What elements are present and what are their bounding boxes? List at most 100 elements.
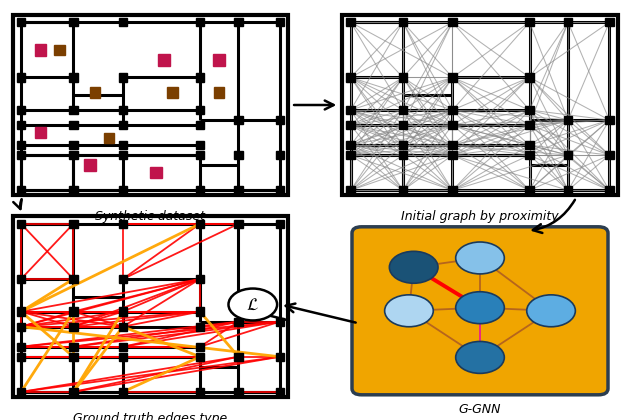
Bar — [17, 343, 25, 351]
Bar — [449, 186, 457, 194]
Bar — [449, 73, 457, 81]
Bar — [564, 186, 572, 194]
Bar — [69, 106, 77, 114]
Bar — [119, 121, 127, 129]
Bar — [35, 44, 46, 55]
Bar — [276, 353, 284, 361]
Bar — [196, 141, 204, 149]
Bar — [69, 186, 77, 194]
Bar — [17, 275, 25, 283]
Bar — [234, 116, 243, 124]
Bar — [342, 15, 618, 195]
Circle shape — [456, 242, 504, 274]
Bar — [69, 275, 77, 283]
Bar — [119, 220, 127, 228]
Bar — [17, 323, 25, 331]
Bar — [234, 18, 243, 26]
Bar — [196, 186, 204, 194]
Bar — [119, 275, 127, 283]
Bar — [346, 18, 355, 26]
Bar — [119, 151, 127, 159]
Bar — [525, 186, 534, 194]
Bar — [69, 141, 77, 149]
Bar — [17, 186, 25, 194]
Bar — [196, 18, 204, 26]
Bar — [234, 388, 243, 396]
Bar — [605, 151, 614, 159]
Circle shape — [527, 295, 575, 327]
Bar — [605, 116, 614, 124]
Bar — [399, 141, 407, 149]
Bar — [17, 388, 25, 396]
Bar — [525, 73, 534, 81]
Bar — [399, 73, 407, 81]
Bar — [399, 106, 407, 114]
Bar — [346, 73, 355, 81]
Bar — [17, 121, 25, 129]
Bar — [276, 186, 284, 194]
Bar — [69, 73, 77, 81]
Bar — [196, 121, 204, 129]
Bar — [399, 151, 407, 159]
Bar — [69, 18, 77, 26]
Bar — [119, 343, 127, 351]
Text: $\mathcal{L}$: $\mathcal{L}$ — [246, 296, 259, 313]
Bar — [69, 343, 77, 351]
Circle shape — [456, 292, 504, 324]
Bar — [525, 141, 534, 149]
Bar — [196, 106, 204, 114]
Bar — [399, 18, 407, 26]
Bar — [17, 307, 25, 316]
Bar — [449, 151, 457, 159]
Bar — [234, 353, 243, 361]
Bar — [276, 18, 284, 26]
Bar — [196, 353, 204, 361]
Bar — [196, 388, 204, 396]
Bar — [196, 220, 204, 228]
FancyBboxPatch shape — [352, 227, 608, 395]
Bar — [17, 18, 25, 26]
Bar — [17, 220, 25, 228]
Bar — [119, 18, 127, 26]
Bar — [119, 388, 127, 396]
Bar — [17, 73, 25, 81]
Bar — [17, 141, 25, 149]
Circle shape — [385, 295, 433, 327]
Bar — [54, 45, 65, 55]
Text: G-GNN: G-GNN — [459, 403, 501, 416]
Bar — [69, 307, 77, 316]
Bar — [159, 54, 170, 66]
Bar — [346, 186, 355, 194]
Bar — [276, 220, 284, 228]
Bar — [119, 73, 127, 81]
Bar — [13, 15, 288, 195]
Text: Initial graph by proximity: Initial graph by proximity — [401, 210, 559, 223]
Bar — [346, 151, 355, 159]
Bar — [13, 216, 288, 397]
Bar — [234, 220, 243, 228]
Bar — [196, 73, 204, 81]
Bar — [276, 388, 284, 396]
Circle shape — [456, 341, 504, 373]
Bar — [17, 353, 25, 361]
Bar — [525, 18, 534, 26]
Bar — [17, 106, 25, 114]
Bar — [35, 127, 46, 138]
Bar — [214, 87, 225, 97]
Bar — [196, 343, 204, 351]
Bar — [196, 275, 204, 283]
Bar — [346, 106, 355, 114]
Bar — [119, 106, 127, 114]
Bar — [276, 151, 284, 159]
Bar — [346, 141, 355, 149]
Bar — [525, 151, 534, 159]
Text: Ground truth edges type: Ground truth edges type — [73, 412, 228, 420]
Bar — [346, 121, 355, 129]
Bar — [69, 353, 77, 361]
Bar — [119, 323, 127, 331]
Bar — [69, 323, 77, 331]
Bar — [196, 151, 204, 159]
Bar — [276, 318, 284, 326]
Bar — [104, 132, 114, 143]
Bar — [69, 388, 77, 396]
